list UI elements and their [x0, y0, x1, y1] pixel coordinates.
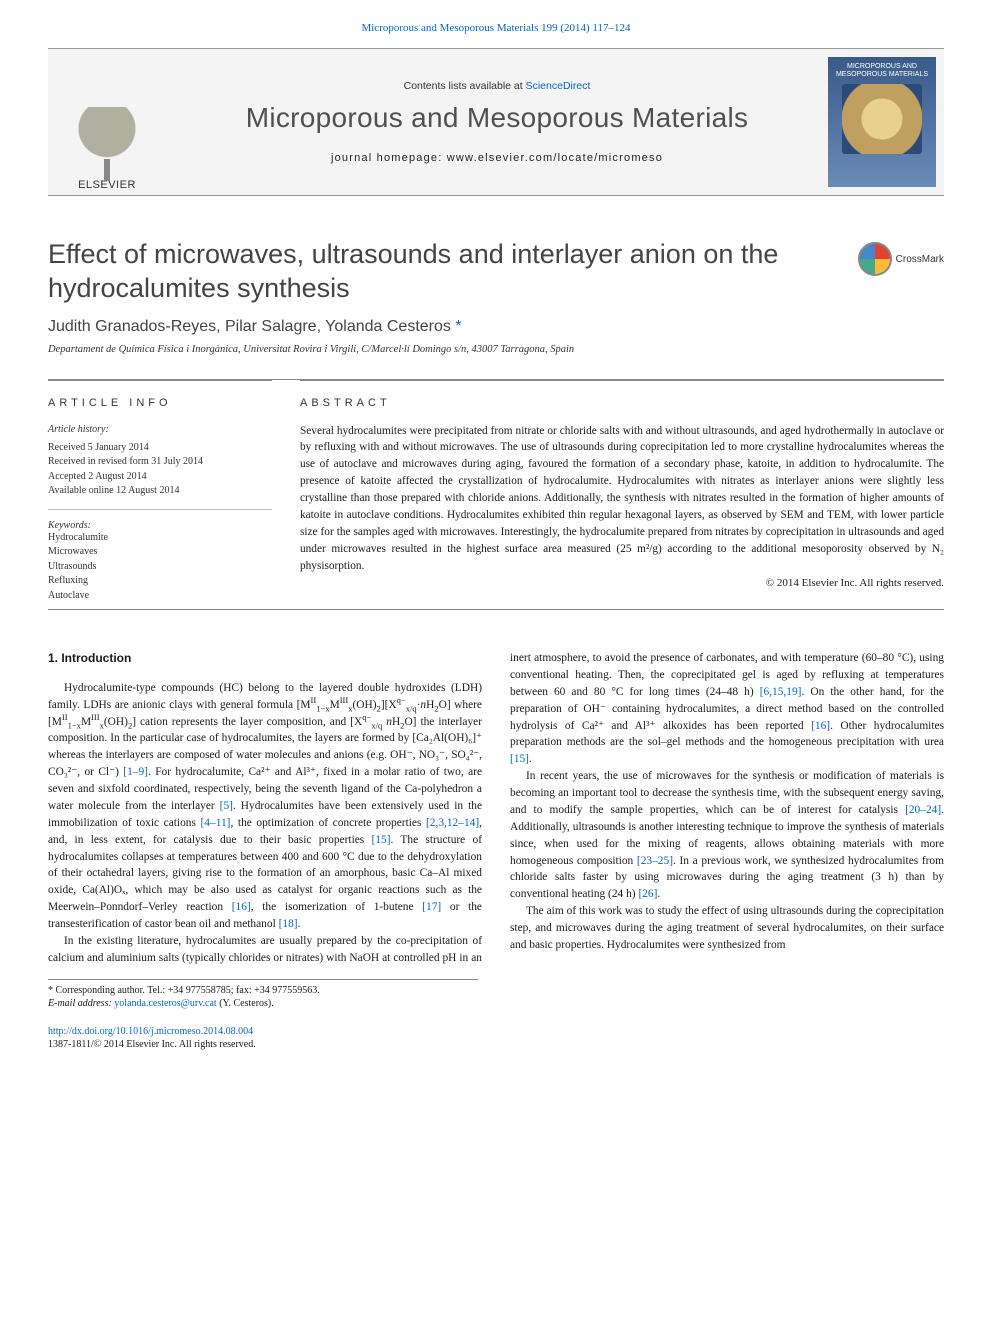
section-heading: 1. Introduction	[48, 650, 482, 668]
corresponding-mark[interactable]: *	[455, 318, 461, 335]
article-info-column: article info Article history: Received 5…	[48, 380, 272, 604]
abstract-copyright: © 2014 Elsevier Inc. All rights reserved…	[300, 577, 944, 589]
citation-link[interactable]: [20–24]	[905, 804, 941, 816]
journal-homepage-line: journal homepage: www.elsevier.com/locat…	[331, 152, 663, 164]
email-label: E-mail address:	[48, 998, 114, 1009]
citation-link[interactable]: [5]	[220, 800, 233, 812]
contents-prefix: Contents lists available at	[404, 80, 526, 92]
keyword: Autoclave	[48, 589, 272, 604]
journal-cover-thumb[interactable]: MICROPOROUS AND MESOPOROUS MATERIALS	[828, 57, 936, 187]
keyword: Refluxing	[48, 574, 272, 589]
citation-link[interactable]: [17]	[422, 901, 441, 913]
citation-link[interactable]: [6,15,19]	[760, 686, 802, 698]
email-link[interactable]: yolanda.cesteros@urv.cat	[114, 998, 216, 1009]
body-paragraph: In recent years, the use of microwaves f…	[510, 768, 944, 903]
contents-lists-line: Contents lists available at ScienceDirec…	[404, 80, 591, 92]
body-paragraph: The aim of this work was to study the ef…	[510, 903, 944, 954]
elsevier-tree-icon	[76, 107, 138, 179]
citation-link[interactable]: [16]	[811, 720, 830, 732]
history-online: Available online 12 August 2014	[48, 484, 272, 499]
body-text: In recent years, the use of microwaves f…	[510, 770, 944, 816]
doi-link[interactable]: http://dx.doi.org/10.1016/j.micromeso.20…	[48, 1025, 944, 1038]
body-text: ] cation represents the layer compositio…	[132, 716, 362, 728]
keyword: Ultrasounds	[48, 560, 272, 575]
journal-reference[interactable]: Microporous and Mesoporous Materials 199…	[0, 0, 992, 34]
issn-copyright-line: 1387-1811/© 2014 Elsevier Inc. All right…	[48, 1038, 944, 1051]
journal-name: Microporous and Mesoporous Materials	[246, 102, 749, 134]
cover-title: MICROPOROUS AND MESOPOROUS MATERIALS	[828, 63, 936, 78]
citation-link[interactable]: [2,3,12–14]	[426, 817, 479, 829]
history-label: Article history:	[48, 423, 272, 437]
doi-block: http://dx.doi.org/10.1016/j.micromeso.20…	[48, 1025, 944, 1051]
email-tail: (Y. Cesteros).	[217, 998, 274, 1009]
citation-link[interactable]: [1–9]	[123, 766, 148, 778]
citation-link[interactable]: [4–11]	[201, 817, 231, 829]
body-text: Hydrocalumite-type compounds (HC) belong…	[48, 682, 482, 711]
history-accepted: Accepted 2 August 2014	[48, 470, 272, 485]
authors-text: Judith Granados-Reyes, Pilar Salagre, Yo…	[48, 318, 451, 335]
crossmark-badge[interactable]: CrossMark	[858, 242, 944, 276]
body-paragraph: Hydrocalumite-type compounds (HC) belong…	[48, 680, 482, 933]
horizontal-rule	[48, 609, 944, 610]
info-divider	[48, 509, 272, 510]
corresponding-footnote: * Corresponding author. Tel.: +34 977558…	[48, 979, 478, 1011]
history-revised: Received in revised form 31 July 2014	[48, 455, 272, 470]
body-text: .	[529, 753, 532, 765]
title-block: CrossMark Effect of microwaves, ultrasou…	[48, 238, 944, 355]
journal-header-band: ELSEVIER Contents lists available at Sci…	[48, 48, 944, 196]
corresponding-author-line: * Corresponding author. Tel.: +34 977558…	[48, 984, 478, 998]
body-text: .	[298, 918, 301, 930]
citation-link[interactable]: [18]	[279, 918, 298, 930]
keyword: Microwaves	[48, 545, 272, 560]
homepage-prefix: journal homepage:	[331, 152, 447, 164]
body-columns: 1. Introduction Hydrocalumite-type compo…	[48, 650, 944, 967]
abstract-heading: abstract	[300, 397, 944, 409]
citation-link[interactable]: [16]	[232, 901, 251, 913]
authors-line: Judith Granados-Reyes, Pilar Salagre, Yo…	[48, 318, 944, 336]
header-center: Contents lists available at ScienceDirec…	[166, 49, 828, 195]
affiliation: Departament de Química Física i Inorgàni…	[48, 344, 944, 355]
abstract-text: Several hydrocalumites were precipitated…	[300, 423, 944, 575]
article-title: Effect of microwaves, ultrasounds and in…	[48, 238, 828, 306]
citation-link[interactable]: [15]	[510, 753, 529, 765]
abstract-column: abstract Several hydrocalumites were pre…	[300, 380, 944, 604]
crossmark-label: CrossMark	[896, 254, 944, 265]
body-text: , the isomerization of 1-butene	[251, 901, 423, 913]
keywords-label: Keywords:	[48, 520, 272, 531]
sciencedirect-link[interactable]: ScienceDirect	[526, 80, 591, 92]
cover-image-icon	[842, 84, 922, 154]
citation-link[interactable]: [15]	[372, 834, 391, 846]
crossmark-icon	[858, 242, 892, 276]
homepage-url[interactable]: www.elsevier.com/locate/micromeso	[447, 152, 663, 164]
body-text: .	[657, 888, 660, 900]
keyword: Hydrocalumite	[48, 531, 272, 546]
publisher-logo[interactable]: ELSEVIER	[48, 49, 166, 195]
citation-link[interactable]: [26]	[638, 888, 657, 900]
article-info-heading: article info	[48, 397, 272, 409]
body-text: , the optimization of concrete propertie…	[230, 817, 426, 829]
history-received: Received 5 January 2014	[48, 441, 272, 456]
citation-link[interactable]: [23–25]	[637, 855, 673, 867]
